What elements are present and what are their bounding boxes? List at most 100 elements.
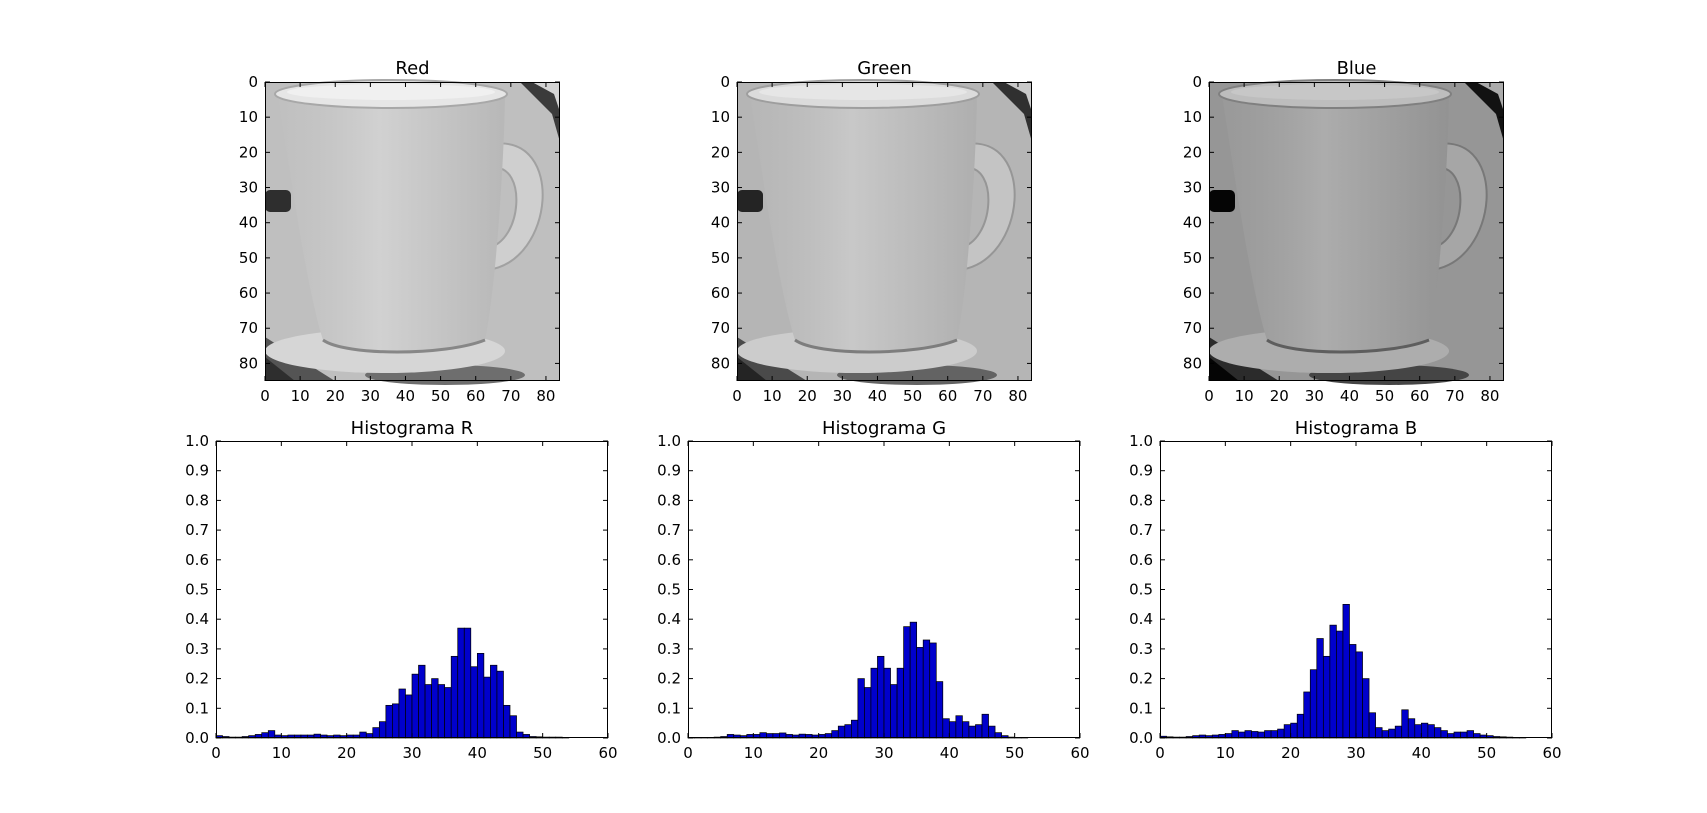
histogram-bar xyxy=(942,718,950,739)
x-tick-label: 20 xyxy=(337,744,356,762)
histogram-bar xyxy=(988,725,996,739)
image-corner-top xyxy=(1464,82,1504,142)
mug-image-green xyxy=(737,79,1032,385)
x-tick-label: 60 xyxy=(598,744,617,762)
title-hist-g: Histograma G xyxy=(822,418,946,439)
x-tick-label: 10 xyxy=(272,744,291,762)
histogram-bar xyxy=(1231,730,1239,739)
x-tick-label: 30 xyxy=(833,387,852,405)
histogram-bar xyxy=(1466,730,1474,739)
y-tick-label: 10 xyxy=(1183,108,1202,126)
y-tick-label: 10 xyxy=(239,108,258,126)
histogram-bar xyxy=(837,725,846,739)
image-frame xyxy=(265,82,560,381)
y-ticks-hist-b: 0.0 0.1 0.2 0.3 0.4 0.5 0.6 0.7 0.8 0.9 1.0 xyxy=(1129,432,1552,747)
y-tick-label: 70 xyxy=(711,319,730,337)
y-tick-label: 0.5 xyxy=(657,581,681,599)
histogram-bar xyxy=(378,721,387,739)
y-tick-label: 10 xyxy=(711,108,730,126)
histogram-bar xyxy=(896,667,904,739)
x-tick-label: 10 xyxy=(291,387,310,405)
x-tick-label: 10 xyxy=(1235,387,1254,405)
y-tick-label: 0.6 xyxy=(185,551,209,569)
y-tick-label: 70 xyxy=(1183,319,1202,337)
histogram-bar xyxy=(405,694,413,739)
histogram-bar xyxy=(1342,604,1350,739)
histogram-bar xyxy=(975,724,983,739)
x-tick-label: 50 xyxy=(903,387,922,405)
histogram-bar xyxy=(922,639,931,739)
y-tick-label: 0.1 xyxy=(1129,699,1153,717)
histogram-bar xyxy=(857,678,865,739)
title-hist-b: Histograma B xyxy=(1295,418,1417,439)
x-tick-label: 0 xyxy=(260,387,270,405)
y-tick-label: 0.6 xyxy=(657,551,681,569)
histogram-bar xyxy=(509,715,517,739)
histogram-bar xyxy=(398,688,406,739)
y-tick-label: 0.3 xyxy=(1129,640,1153,658)
image-corner-top xyxy=(992,82,1032,142)
x-tick-label: 40 xyxy=(468,744,487,762)
x-tick-label: 20 xyxy=(1281,744,1300,762)
x-tick-label: 50 xyxy=(1477,744,1496,762)
x-tick-label: 50 xyxy=(533,744,552,762)
histogram-bar xyxy=(955,715,963,739)
y-tick-label: 50 xyxy=(1183,249,1202,267)
histogram-bar xyxy=(392,703,400,739)
image-mug-opening xyxy=(287,84,495,100)
y-tick-label: 20 xyxy=(239,143,258,161)
x-tick-label: 60 xyxy=(1070,744,1089,762)
x-ticks-hist-r: 0 10 20 30 40 50 60 xyxy=(211,441,618,762)
histogram-bar xyxy=(1355,651,1363,739)
histogram-bar xyxy=(411,673,419,739)
x-tick-label: 30 xyxy=(1346,744,1365,762)
image-mug-shading xyxy=(1221,90,1449,351)
x-tick-label: 30 xyxy=(402,744,421,762)
histogram-g: 0 10 20 30 40 50 60 0.00.10.20.30.40.50.60.70.… xyxy=(657,418,1089,762)
histogram-bar xyxy=(1264,730,1272,739)
histogram-bar xyxy=(476,653,485,739)
x-tick-label: 0 xyxy=(1155,744,1165,762)
x-tick-label: 70 xyxy=(973,387,992,405)
histogram-bar xyxy=(883,667,891,739)
bars-b xyxy=(1159,441,1552,739)
y-tick-label: 0.5 xyxy=(185,581,209,599)
y-tick-label: 0.9 xyxy=(1129,462,1153,480)
image-corner-top xyxy=(520,82,560,142)
histogram-bar xyxy=(1329,624,1337,739)
histogram-bar xyxy=(831,730,839,739)
x-tick-label: 0 xyxy=(211,744,221,762)
image-corner-bottom xyxy=(265,340,325,381)
image-corner-highlight xyxy=(1476,82,1504,112)
histogram-bar xyxy=(431,678,439,739)
y-tick-label: 40 xyxy=(711,214,730,232)
histogram-bar xyxy=(1244,730,1252,739)
x-tick-label: 30 xyxy=(1305,387,1324,405)
y-tick-label: 60 xyxy=(1183,284,1202,302)
histogram-bar xyxy=(418,664,426,739)
histogram-bar xyxy=(981,713,989,739)
title-green: Green xyxy=(857,58,912,79)
histogram-bar xyxy=(1296,713,1305,739)
histogram-bar xyxy=(1407,718,1416,739)
x-tick-label: 50 xyxy=(431,387,450,405)
image-corner-highlight xyxy=(532,82,560,112)
image-frame xyxy=(737,82,1032,381)
x-tick-label: 20 xyxy=(798,387,817,405)
x-tick-label: 20 xyxy=(809,744,828,762)
histogram-bar xyxy=(1349,644,1357,739)
x-tick-label: 0 xyxy=(732,387,742,405)
y-ticks-green: 0 10 20 30 40 50 60 70 80 xyxy=(711,73,1032,372)
image-frame xyxy=(1209,82,1504,381)
histogram-bar xyxy=(948,721,957,739)
x-tick-label: 40 xyxy=(396,387,415,405)
histogram-bar xyxy=(864,687,872,739)
histogram-bar xyxy=(890,684,898,739)
title-blue: Blue xyxy=(1337,58,1377,79)
histogram-bar xyxy=(424,684,432,739)
x-tick-label: 80 xyxy=(1480,387,1499,405)
histogram-bar xyxy=(444,687,452,739)
histogram-bar xyxy=(1277,728,1285,739)
y-tick-label: 20 xyxy=(711,143,730,161)
histogram-b: 0 10 20 30 40 50 60 0.00.10.20.30.40.50.60.70.… xyxy=(1129,418,1561,762)
